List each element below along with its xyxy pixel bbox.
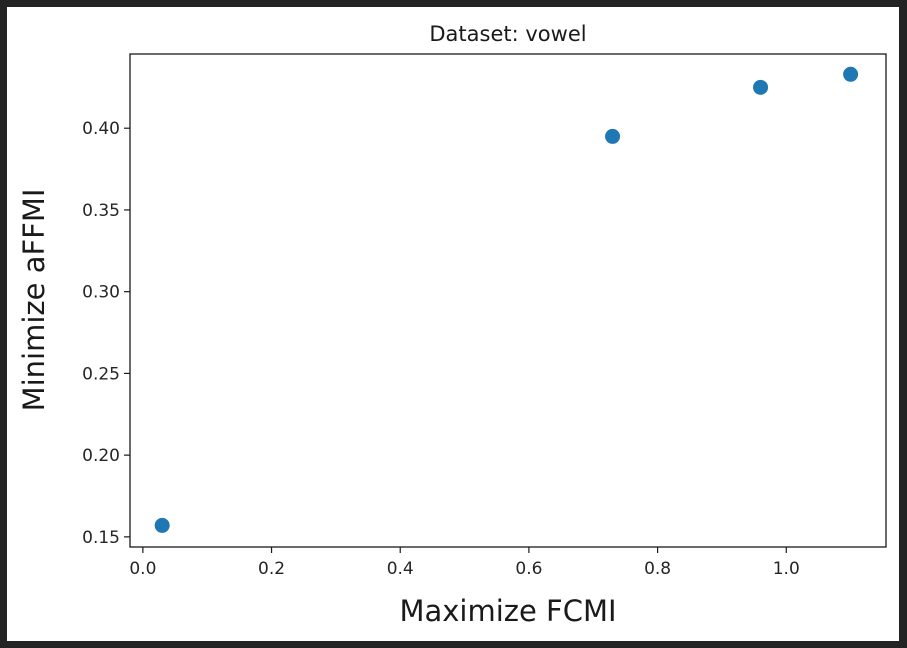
x-tick-label: 0.0 <box>129 559 156 579</box>
y-axis-label: Minimize aFFMI <box>17 189 51 412</box>
x-axis-label: Maximize FCMI <box>399 594 616 628</box>
scatter-point <box>753 79 769 95</box>
scatter-point <box>605 128 621 144</box>
scatter-point <box>154 517 170 533</box>
scatter-point <box>843 66 859 82</box>
y-tick-label: 0.30 <box>82 283 120 303</box>
chart-title: Dataset: vowel <box>429 22 586 46</box>
y-tick-label: 0.35 <box>82 201 120 221</box>
y-tick-label: 0.15 <box>82 528 120 548</box>
x-tick-label: 0.8 <box>644 559 671 579</box>
x-tick-label: 1.0 <box>773 559 800 579</box>
x-tick-label: 0.6 <box>515 559 542 579</box>
y-tick-label: 0.25 <box>82 364 120 384</box>
y-tick-label: 0.20 <box>82 446 120 466</box>
chart-frame <box>7 7 899 641</box>
plot-area-frame <box>129 53 887 548</box>
x-tick-label: 0.2 <box>258 559 285 579</box>
y-tick-label: 0.40 <box>82 119 120 139</box>
x-tick-label: 0.4 <box>387 559 414 579</box>
plot-marks: 0.0 0.2 0.4 0.6 0.8 1.0 0.15 0.20 0.25 0.30 0.35 0.… <box>82 53 887 579</box>
